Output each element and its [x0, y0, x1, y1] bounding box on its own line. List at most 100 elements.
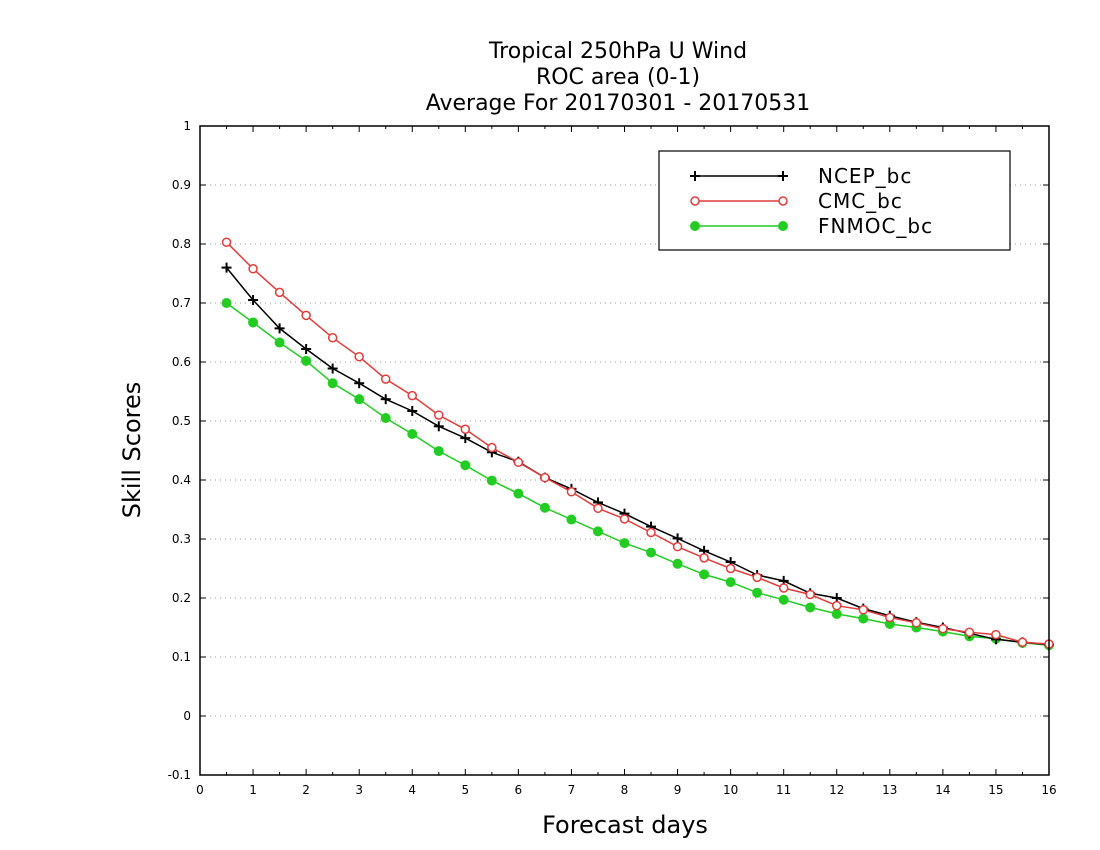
x-tick-label: 14: [935, 783, 950, 797]
data-point-cmc-bc: [991, 629, 1001, 640]
data-point-cmc-bc: [832, 600, 842, 611]
y-tick-label: 0.4: [172, 473, 191, 487]
data-point-cmc-bc: [274, 287, 285, 298]
legend-marker-ncep-bc: [690, 171, 700, 181]
data-point-fnmoc-bc: [539, 502, 550, 513]
data-point-ncep-bc: [248, 295, 259, 306]
x-tick-label: 7: [568, 783, 576, 797]
y-tick-label: -0.1: [168, 768, 191, 782]
data-point-fnmoc-bc: [513, 488, 524, 499]
data-point-cmc-bc: [699, 553, 709, 563]
y-tick-label: 0.9: [172, 178, 191, 192]
legend-label-cmc-bc: CMC_bc: [818, 189, 903, 213]
data-point-cmc-bc: [593, 503, 603, 514]
data-point-cmc-bc: [540, 472, 550, 483]
series-line-cmc-bc: [225, 241, 1050, 645]
data-point-cmc-bc: [434, 410, 444, 420]
data-point-fnmoc-bc: [646, 547, 657, 558]
x-tick-label: 11: [776, 783, 791, 797]
x-tick-label: 9: [674, 783, 682, 797]
data-point-fnmoc-bc: [407, 428, 418, 439]
x-tick-label: 2: [302, 783, 310, 797]
legend-label-ncep-bc: NCEP_bc: [818, 164, 912, 188]
data-point-cmc-bc: [964, 627, 975, 637]
data-point-cmc-bc: [672, 541, 683, 552]
legend-entry-ncep-bc: NCEP_bc: [690, 164, 912, 188]
series-line-fnmoc-bc: [226, 302, 1050, 646]
legend-marker-fnmoc-bc: [778, 221, 788, 231]
x-axis-label: Forecast days: [542, 811, 708, 839]
x-tick-label: 15: [988, 783, 1003, 797]
legend-marker-cmc-bc: [690, 196, 700, 206]
data-point-cmc-bc: [566, 487, 577, 497]
axis-ticks: -0.100.10.20.30.40.50.60.70.80.910 1 2 3 4 5 6…: [168, 119, 1057, 797]
x-tick-label: 6: [515, 783, 523, 797]
legend-marker-ncep-bc: [778, 171, 788, 181]
y-tick-label: 0.7: [172, 296, 191, 310]
data-point-fnmoc-bc: [858, 613, 869, 624]
plot-frame: [199, 125, 1050, 776]
data-point-fnmoc-bc: [354, 394, 365, 405]
data-point-fnmoc-bc: [619, 538, 630, 549]
series-group: [221, 237, 1054, 651]
data-point-cmc-bc: [380, 374, 391, 384]
data-point-cmc-bc: [858, 605, 869, 615]
data-point-cmc-bc: [513, 457, 524, 468]
series-line-ncep-bc: [225, 267, 1050, 646]
y-tick-label: 0.2: [172, 591, 191, 605]
data-point-cmc-bc: [327, 333, 338, 343]
data-point-fnmoc-bc: [592, 526, 603, 537]
x-tick-label: 1: [249, 783, 257, 797]
chart-title-line-3: Average For 20170301 - 20170531: [426, 91, 811, 116]
x-tick-label: 16: [1041, 783, 1056, 797]
legend-entry-fnmoc-bc: FNMOC_bc: [690, 214, 932, 238]
y-tick-label: 0: [183, 709, 191, 723]
data-point-ncep-bc: [407, 405, 418, 416]
data-point-fnmoc-bc: [327, 378, 338, 389]
y-tick-label: 0.8: [172, 237, 191, 251]
x-tick-label: 8: [621, 783, 629, 797]
grid-lines: [200, 184, 1049, 717]
data-point-cmc-bc: [221, 237, 232, 247]
data-point-fnmoc-bc: [380, 413, 391, 424]
data-point-fnmoc-bc: [805, 602, 816, 613]
x-tick-label: 4: [408, 783, 416, 797]
data-point-cmc-bc: [805, 589, 815, 600]
data-point-cmc-bc: [487, 442, 497, 453]
x-tick-label: 13: [882, 783, 897, 797]
data-point-fnmoc-bc: [221, 298, 232, 308]
y-tick-label: 1: [183, 119, 191, 133]
data-point-cmc-bc: [725, 563, 736, 574]
data-point-fnmoc-bc: [752, 587, 763, 598]
y-tick-label: 0.6: [172, 355, 191, 369]
data-point-cmc-bc: [885, 612, 895, 623]
data-point-ncep-bc: [380, 394, 391, 405]
series-ncep-bc: [221, 262, 1054, 650]
data-point-cmc-bc: [778, 583, 789, 593]
data-point-cmc-bc: [248, 264, 258, 274]
data-point-fnmoc-bc: [274, 337, 285, 348]
data-point-cmc-bc: [407, 390, 417, 401]
data-point-ncep-bc: [327, 363, 338, 374]
y-tick-label: 0.5: [172, 414, 191, 428]
x-tick-label: 12: [829, 783, 844, 797]
legend-marker-fnmoc-bc: [690, 221, 700, 231]
data-point-cmc-bc: [938, 623, 948, 634]
data-point-ncep-bc: [354, 378, 365, 389]
data-point-ncep-bc: [274, 323, 285, 334]
y-tick-label: 0.1: [172, 650, 191, 664]
data-point-fnmoc-bc: [248, 317, 259, 328]
data-point-ncep-bc: [672, 533, 683, 544]
data-point-fnmoc-bc: [566, 514, 577, 525]
chart-title-line-1: Tropical 250hPa U Wind: [488, 39, 747, 64]
legend-entry-cmc-bc: CMC_bc: [690, 189, 903, 213]
x-tick-label: 10: [723, 783, 738, 797]
data-point-ncep-bc: [221, 262, 232, 273]
data-point-cmc-bc: [301, 310, 311, 321]
data-point-fnmoc-bc: [460, 460, 471, 471]
x-tick-label: 5: [461, 783, 469, 797]
data-point-cmc-bc: [752, 572, 762, 583]
x-tick-label: 0: [196, 783, 204, 797]
data-point-fnmoc-bc: [699, 569, 710, 580]
